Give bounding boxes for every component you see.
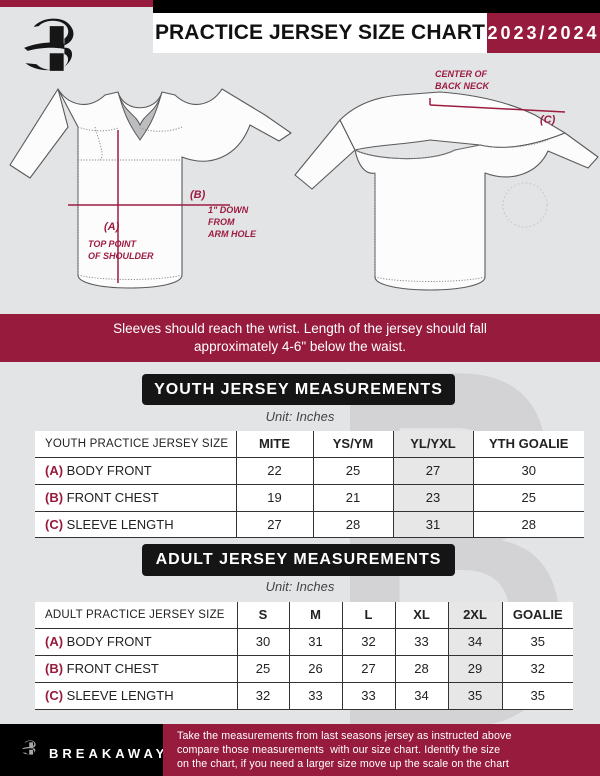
svg-text:BACK NECK: BACK NECK [435,81,491,91]
svg-text:(C): (C) [540,114,556,126]
svg-text:(A): (A) [104,221,120,233]
svg-text:OF SHOULDER: OF SHOULDER [88,251,154,261]
svg-text:CENTER OF: CENTER OF [435,69,488,79]
svg-text:FROM: FROM [208,217,235,227]
svg-text:1" DOWN: 1" DOWN [208,205,249,215]
svg-text:ARM HOLE: ARM HOLE [207,229,257,239]
svg-text:(B): (B) [190,189,206,201]
svg-text:TOP POINT: TOP POINT [88,239,138,249]
